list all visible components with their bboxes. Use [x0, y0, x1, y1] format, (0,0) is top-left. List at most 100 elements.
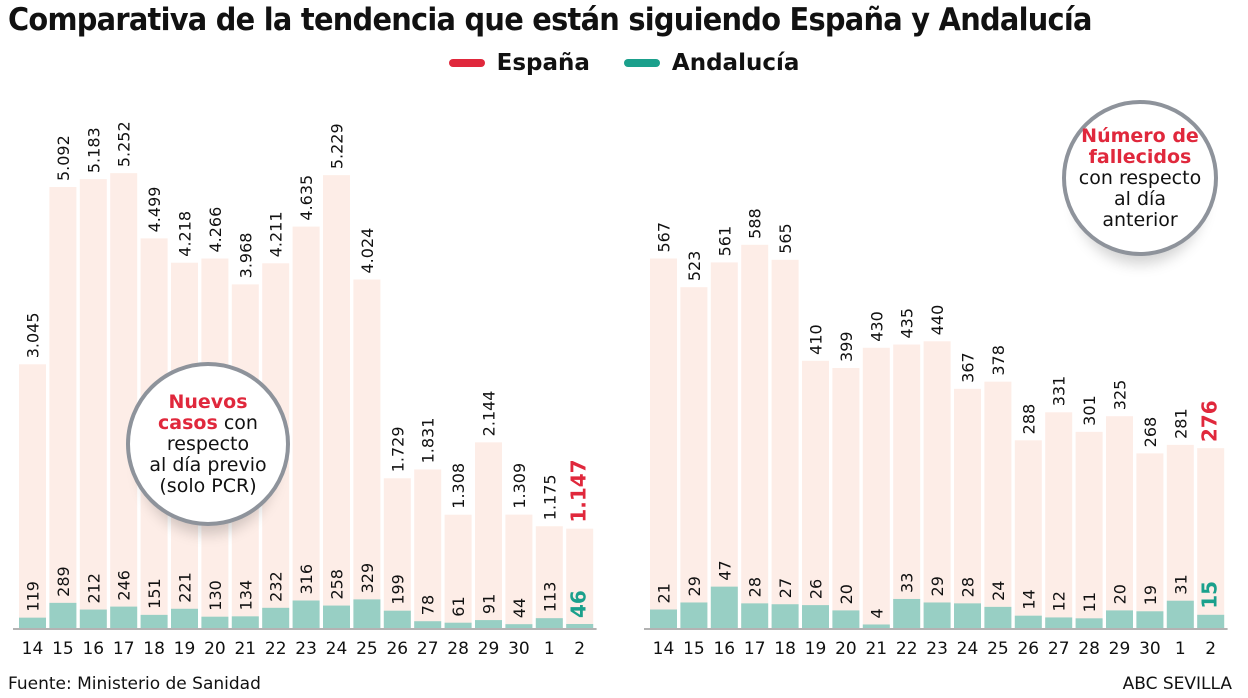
- bubble-text: respecto: [166, 432, 250, 455]
- data-label-spain: 1.175: [540, 474, 559, 520]
- data-label-andalucia: 212: [84, 573, 103, 604]
- bar-andalucia: [79, 609, 107, 628]
- bar-spain: [923, 341, 951, 628]
- x-tick-label: 20: [835, 639, 857, 659]
- x-tick-label: 26: [1017, 639, 1039, 659]
- bubble-highlight: casos: [158, 411, 218, 434]
- data-label-spain: 276: [1198, 400, 1222, 442]
- data-label-spain: 4.635: [297, 175, 316, 221]
- chart-title: Comparativa de la tendencia que están si…: [8, 2, 1092, 38]
- x-tick-label: 24: [957, 639, 979, 659]
- bar-spain: [49, 187, 77, 628]
- data-label-spain: 1.729: [388, 426, 407, 472]
- bar-spain: [954, 388, 981, 628]
- x-tick-label: 28: [447, 639, 469, 659]
- data-label-spain: 4.024: [358, 228, 377, 274]
- x-tick-label: 18: [774, 639, 796, 659]
- bar-andalucia: [1045, 617, 1073, 628]
- data-label-spain: 3.045: [24, 312, 43, 358]
- data-label-andalucia: 78: [419, 595, 438, 615]
- data-label-spain: 3.968: [236, 233, 255, 279]
- credit: ABC SEVILLA: [1122, 674, 1232, 694]
- data-label-andalucia: 11: [1080, 592, 1099, 612]
- data-label-andalucia: 221: [176, 572, 195, 603]
- bar-spain: [323, 175, 350, 628]
- bar-andalucia: [19, 617, 46, 628]
- data-label-spain: 523: [685, 251, 704, 282]
- data-label-spain: 1.831: [419, 418, 438, 464]
- x-tick-label: 2: [1205, 639, 1216, 659]
- bar-andalucia: [862, 624, 890, 628]
- bar-andalucia: [201, 616, 229, 628]
- bar-andalucia: [680, 602, 708, 628]
- bar-andalucia: [1136, 611, 1164, 628]
- bar-spain: [1075, 431, 1103, 628]
- bar-spain: [1197, 448, 1225, 628]
- bar-spain: [535, 526, 563, 628]
- data-label-andalucia: 20: [837, 584, 856, 604]
- bar-spain: [566, 528, 594, 628]
- legend-swatch-spain: [448, 59, 485, 67]
- data-label-andalucia: 91: [480, 594, 499, 614]
- data-label-spain: 2.144: [480, 391, 499, 437]
- bar-spain: [710, 262, 738, 628]
- x-tick-label: 18: [143, 639, 165, 659]
- bar-spain: [802, 360, 829, 628]
- data-label-spain: 561: [715, 226, 734, 257]
- data-label-andalucia: 316: [297, 564, 316, 595]
- bar-andalucia: [231, 616, 259, 628]
- bar-spain: [353, 279, 381, 628]
- cases-chart-label-bubble: Nuevos casos con respecto al día previo …: [126, 362, 290, 526]
- data-label-spain: 1.308: [449, 463, 468, 509]
- x-tick-label: 23: [295, 639, 317, 659]
- data-label-andalucia: 44: [510, 598, 529, 618]
- bar-spain: [741, 244, 769, 628]
- x-tick-label: 17: [113, 639, 135, 659]
- bar-spain: [984, 381, 1012, 628]
- data-label-andalucia: 130: [206, 580, 225, 611]
- bubble-text: (solo PCR): [159, 474, 257, 497]
- bar-spain: [505, 514, 533, 628]
- bar-spain: [475, 442, 502, 628]
- data-label-andalucia: 199: [388, 574, 407, 605]
- bar-andalucia: [954, 603, 981, 628]
- bar-andalucia: [475, 620, 502, 628]
- data-label-andalucia: 134: [236, 580, 255, 611]
- bar-spain: [893, 344, 921, 628]
- bar-andalucia: [566, 623, 594, 628]
- x-tick-label: 20: [204, 639, 226, 659]
- bar-andalucia: [414, 621, 442, 628]
- x-tick-label: 29: [478, 639, 500, 659]
- bar-andalucia: [923, 602, 951, 628]
- bar-spain: [414, 469, 442, 628]
- data-label-andalucia: 28: [959, 577, 978, 597]
- bubble-highlight: fallecidos: [1088, 145, 1192, 168]
- x-tick-label: 1: [544, 639, 555, 659]
- bar-andalucia: [323, 605, 350, 628]
- data-label-spain: 281: [1171, 408, 1190, 439]
- legend: España Andalucía: [0, 50, 1248, 76]
- bubble-text: con: [217, 411, 258, 434]
- x-tick-label: 28: [1078, 639, 1100, 659]
- bar-andalucia: [650, 609, 677, 628]
- x-tick-label: 27: [417, 639, 439, 659]
- data-label-spain: 5.229: [328, 123, 347, 169]
- bar-spain: [1014, 440, 1042, 628]
- x-tick-label: 30: [508, 639, 530, 659]
- data-label-spain: 4.211: [267, 211, 286, 257]
- bar-andalucia: [262, 607, 290, 628]
- data-label-andalucia: 29: [685, 576, 704, 596]
- x-tick-label: 17: [744, 639, 766, 659]
- data-label-spain: 1.309: [510, 463, 529, 509]
- deaths-chart-label-bubble: Número de fallecidos con respecto al día…: [1062, 100, 1218, 256]
- x-tick-label: 22: [265, 639, 287, 659]
- data-label-spain: 565: [776, 223, 795, 254]
- data-label-spain: 588: [746, 208, 765, 239]
- bar-andalucia: [535, 618, 563, 628]
- x-tick-label: 24: [326, 639, 348, 659]
- bar-andalucia: [1014, 615, 1042, 628]
- bubble-text: al día: [1114, 187, 1166, 210]
- x-tick-label: 14: [653, 639, 675, 659]
- x-tick-label: 16: [82, 639, 104, 659]
- bubble-highlight: Número de: [1081, 124, 1199, 147]
